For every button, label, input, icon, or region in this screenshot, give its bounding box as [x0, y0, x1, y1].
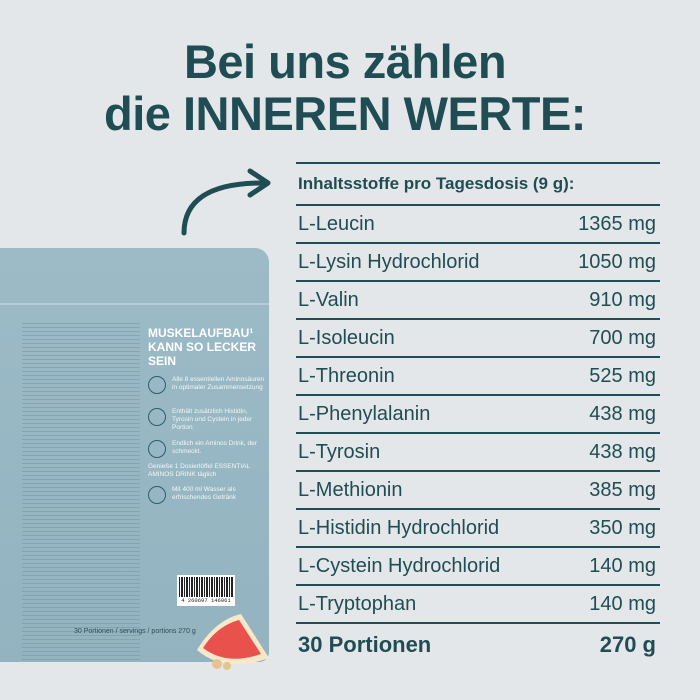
table-header: Inhaltsstoffe pro Tagesdosis (9 g): — [296, 162, 660, 204]
molecule-icon — [148, 408, 166, 426]
headline-line-2: die INNEREN WERTE: — [104, 87, 586, 140]
feature-5: Mit 400 ml Wasser als erfrischendes Getr… — [148, 486, 268, 504]
ingredient-name: L-Cystein Hydrochlorid — [298, 554, 501, 577]
product-package: MUSKELAUFBAU¹ KANN SO LECKER SEIN Alle 8… — [0, 248, 269, 663]
grapefruit-image — [197, 614, 269, 670]
ingredient-name: L-Phenylalanin — [298, 402, 431, 425]
table-row: L-Methionin 385 mg — [296, 470, 660, 508]
table-row: L-Isoleucin 700 mg — [296, 318, 660, 356]
ingredient-amount: 140 mg — [589, 554, 656, 577]
feature-4: Genieße 1 Dosierlöffel ESSENTIAL AMINOS … — [148, 463, 250, 478]
ingredient-amount: 1365 mg — [578, 212, 656, 235]
table-row: L-Phenylalanin 438 mg — [296, 394, 660, 432]
table-row: L-Cystein Hydrochlorid 140 mg — [296, 546, 660, 584]
glass-icon — [148, 486, 166, 504]
barcode: 4 260697 146061 — [177, 575, 235, 606]
ingredient-amount: 525 mg — [589, 364, 656, 387]
smiley-icon — [148, 440, 166, 458]
ingredient-amount: 385 mg — [589, 478, 656, 501]
feature-2: Enthält zusätzlich Histidin, Tyrosin und… — [148, 408, 268, 432]
portions-label: 30 Portionen — [298, 632, 432, 657]
feature-1: Alle 8 essentiellen Aminosäuren in optim… — [148, 376, 268, 394]
feature-3: Endlich ein Aminos Drink, der schmeckt. — [148, 440, 268, 458]
table-row: L-Threonin 525 mg — [296, 356, 660, 394]
ingredient-amount: 140 mg — [589, 592, 656, 615]
ingredient-name: L-Lysin Hydrochlorid — [298, 250, 480, 273]
table-row: L-Leucin 1365 mg — [296, 204, 660, 242]
table-row: L-Valin 910 mg — [296, 280, 660, 318]
ingredient-name: L-Threonin — [298, 364, 395, 387]
total-weight: 270 g — [599, 632, 656, 657]
table-row: L-Lysin Hydrochlorid 1050 mg — [296, 242, 660, 280]
ingredient-name: L-Isoleucin — [298, 326, 395, 349]
ingredient-name: L-Methionin — [298, 478, 403, 501]
table-footer: 30 Portionen 270 g — [296, 622, 660, 666]
ingredient-name: L-Leucin — [298, 212, 375, 235]
headline-line-1: Bei uns zählen — [183, 35, 507, 88]
package-headline: MUSKELAUFBAU¹ KANN SO LECKER SEIN — [148, 326, 257, 368]
table-row: L-Tryptophan 140 mg — [296, 584, 660, 622]
table-header-label: Inhaltsstoffe pro Tagesdosis (9 g): — [298, 174, 575, 193]
ingredient-amount: 438 mg — [589, 440, 656, 463]
arrow-icon — [181, 168, 271, 236]
package-seal — [0, 303, 269, 305]
ingredient-amount: 350 mg — [589, 516, 656, 539]
package-portions: 30 Portionen / servings / portions 270 g — [74, 628, 196, 635]
table-row: L-Histidin Hydrochlorid 350 mg — [296, 508, 660, 546]
ingredient-amount: 700 mg — [589, 326, 656, 349]
ingredient-name: L-Tryptophan — [298, 592, 417, 615]
ingredient-name: L-Tyrosin — [298, 440, 381, 463]
nutrition-label — [22, 323, 140, 663]
barcode-number: 4 260697 146061 — [181, 597, 231, 604]
lightning-icon — [148, 376, 166, 394]
ingredient-amount: 438 mg — [589, 402, 656, 425]
ingredients-table: Inhaltsstoffe pro Tagesdosis (9 g): L-Le… — [296, 162, 660, 666]
ingredient-amount: 1050 mg — [578, 250, 656, 273]
ingredient-name: L-Valin — [298, 288, 359, 311]
ingredient-amount: 910 mg — [589, 288, 656, 311]
barcode-bars — [179, 577, 233, 597]
ingredient-name: L-Histidin Hydrochlorid — [298, 516, 500, 539]
table-row: L-Tyrosin 438 mg — [296, 432, 660, 470]
